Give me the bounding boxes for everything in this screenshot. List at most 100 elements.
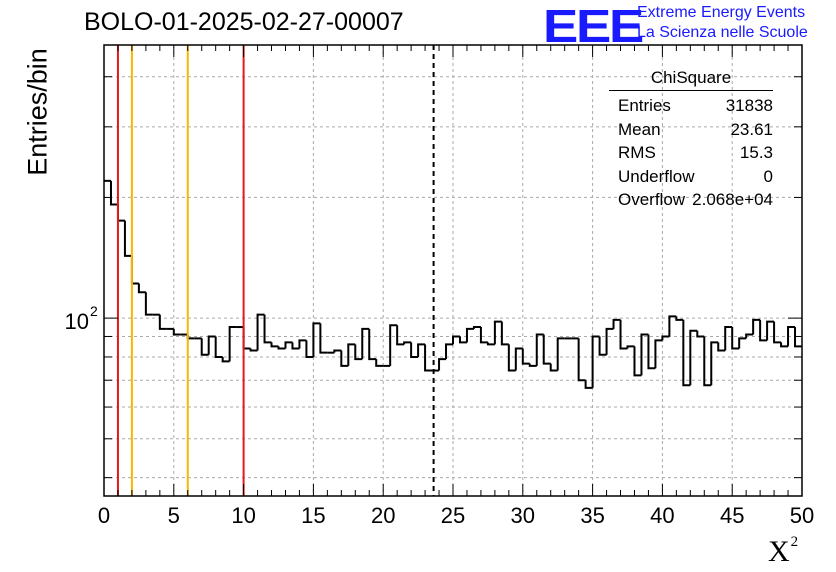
histogram-bin	[221, 356, 230, 363]
histogram-bin	[305, 340, 314, 358]
histogram-bin	[521, 348, 530, 365]
histogram-bin	[500, 321, 509, 346]
stats-value: 31838	[725, 96, 773, 115]
histogram-bin	[465, 327, 474, 343]
chart-title: BOLO-01-2025-02-27-00007	[84, 8, 404, 36]
histogram-bin	[291, 342, 300, 350]
stats-value: 15.3	[739, 143, 773, 162]
stats-box-divider	[609, 90, 773, 91]
histogram-bin	[556, 337, 565, 371]
histogram-bin	[123, 220, 132, 257]
histogram-bin	[780, 342, 789, 348]
x-tick-label: 25	[441, 503, 465, 528]
histogram-bin	[598, 336, 607, 356]
histogram-bin	[787, 326, 796, 347]
histogram-bin	[458, 336, 467, 344]
stats-row-rms: RMS 15.3	[609, 141, 773, 165]
histogram-bin	[354, 344, 363, 361]
histogram-bin	[626, 345, 635, 349]
histogram-bin	[794, 327, 802, 348]
stats-label: Underflow	[618, 166, 695, 186]
histogram-bin	[228, 326, 237, 362]
histogram-bin	[452, 335, 460, 345]
stats-value: 23.61	[730, 119, 773, 139]
histogram-bin	[242, 327, 251, 350]
histogram-bin	[172, 328, 181, 336]
org-name-line2: La Scienza nelle Scuole	[637, 24, 808, 41]
histogram-bin	[130, 255, 139, 285]
histogram-bin	[654, 339, 663, 369]
histogram-bin	[116, 204, 125, 222]
histogram-bin	[207, 335, 216, 355]
histogram-bin	[312, 322, 321, 357]
histogram-bin	[298, 339, 307, 349]
histogram-bin	[347, 343, 356, 366]
histogram-bin	[333, 349, 342, 353]
histogram-bin	[549, 363, 558, 372]
x-tick-label: 35	[580, 503, 604, 528]
histogram-bin	[738, 337, 747, 349]
histogram-bin	[277, 346, 286, 350]
histogram-bin	[675, 316, 684, 321]
histogram-bin	[528, 363, 537, 367]
y-tick-label-exponent: 2	[90, 303, 98, 319]
histogram-bin	[773, 321, 782, 344]
histogram-bin	[284, 341, 293, 349]
stats-box-title: ChiSquare	[650, 68, 732, 87]
x-axis-label: X2	[768, 534, 798, 569]
histogram-bin	[410, 342, 419, 358]
histogram-bin	[752, 318, 761, 335]
histogram-bin	[731, 327, 740, 350]
x-tick-label: 45	[720, 503, 744, 528]
histogram-bin	[263, 314, 272, 344]
histogram-bin	[591, 335, 600, 388]
histogram-bin	[396, 325, 405, 346]
histogram-bin	[479, 327, 488, 344]
histogram-bin	[710, 341, 719, 386]
histogram-bin	[200, 338, 209, 356]
histogram-bin	[319, 323, 328, 354]
stats-value: 2.068e+04	[692, 190, 773, 209]
x-axis-label-exponent: 2	[790, 534, 799, 550]
histogram-bin	[661, 335, 670, 341]
histogram-bin	[542, 334, 551, 365]
histogram-bin	[514, 347, 523, 371]
histogram-bin	[507, 344, 516, 372]
histogram-bin	[605, 327, 614, 355]
histogram-bin	[256, 313, 265, 351]
histogram-bin	[445, 343, 453, 360]
histogram-bin	[361, 327, 370, 360]
histogram-bin	[633, 346, 642, 377]
y-axis-label: Entries/bin	[22, 48, 53, 176]
histogram-bin	[535, 333, 544, 366]
stats-label: Entries	[618, 96, 671, 115]
stats-row-entries: Entries 31838	[609, 94, 773, 118]
histogram-bin	[668, 315, 677, 337]
histogram-bin	[368, 328, 377, 361]
histogram-bin	[144, 292, 153, 316]
histogram-bin	[682, 319, 691, 387]
x-tick-label: 0	[98, 503, 110, 528]
stats-label: Mean	[618, 119, 661, 139]
x-tick-label: 15	[301, 503, 325, 528]
x-tick-label: 5	[168, 503, 180, 528]
x-tick-label: 50	[790, 503, 814, 528]
histogram-bin	[270, 342, 279, 348]
histogram-bin	[493, 320, 502, 345]
histogram-bin	[759, 319, 768, 342]
histogram-bin	[724, 326, 733, 351]
histogram-bin	[717, 342, 726, 352]
stats-label: Overflow	[618, 190, 686, 209]
eee-logo: EEE	[543, 0, 644, 52]
x-tick-label: 10	[231, 503, 255, 528]
stats-label: RMS	[618, 143, 656, 162]
histogram-bin	[424, 344, 433, 372]
stats-box: ChiSquare Entries 31838 Mean 23.61 RMS 1…	[609, 68, 773, 212]
histogram-bin	[584, 380, 593, 389]
stats-row-underflow: Underflow 0	[609, 165, 773, 189]
x-tick-label: 40	[650, 503, 674, 528]
stats-value: 0	[763, 166, 773, 186]
histogram-bin	[438, 358, 447, 371]
stats-row-mean: Mean 23.61	[609, 118, 773, 142]
histogram-bin	[577, 338, 586, 382]
